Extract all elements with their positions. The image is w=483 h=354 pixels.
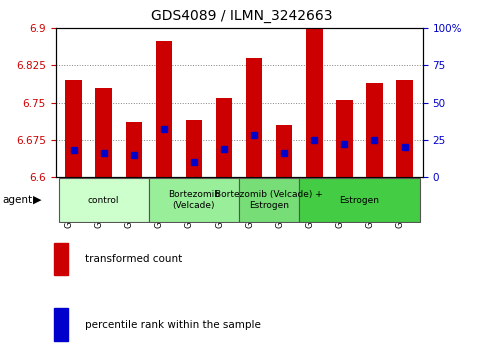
Bar [396, 80, 413, 177]
Bar [306, 28, 323, 177]
Text: GSM766681: GSM766681 [396, 177, 405, 228]
FancyBboxPatch shape [58, 178, 149, 222]
Text: GSM766685: GSM766685 [245, 177, 254, 228]
Text: GSM766683: GSM766683 [185, 177, 194, 228]
Bar [156, 41, 172, 177]
Text: Bortezomib
(Velcade): Bortezomib (Velcade) [168, 190, 220, 210]
Bar [65, 80, 82, 177]
Text: GDS4089 / ILMN_3242663: GDS4089 / ILMN_3242663 [151, 9, 332, 23]
Bar [246, 58, 262, 177]
Bar [336, 100, 353, 177]
Text: GSM766682: GSM766682 [155, 177, 164, 228]
Text: GSM766678: GSM766678 [125, 177, 134, 228]
Bar [366, 83, 383, 177]
Bar [185, 120, 202, 177]
Text: agent: agent [2, 195, 32, 205]
Text: Bortezomib (Velcade) +
Estrogen: Bortezomib (Velcade) + Estrogen [215, 190, 323, 210]
Bar [216, 98, 232, 177]
Text: GSM766680: GSM766680 [366, 177, 374, 228]
Bar [96, 88, 112, 177]
Text: GSM766679: GSM766679 [335, 177, 344, 228]
Text: GSM766684: GSM766684 [215, 177, 224, 228]
Text: GSM766687: GSM766687 [305, 177, 314, 228]
Bar [126, 122, 142, 177]
FancyBboxPatch shape [239, 178, 299, 222]
Text: GSM766676: GSM766676 [65, 177, 73, 228]
Text: Estrogen: Estrogen [340, 195, 380, 205]
FancyBboxPatch shape [149, 178, 239, 222]
Text: percentile rank within the sample: percentile rank within the sample [85, 320, 260, 330]
FancyBboxPatch shape [299, 178, 420, 222]
Text: ▶: ▶ [33, 195, 42, 205]
Text: control: control [88, 195, 119, 205]
Text: GSM766677: GSM766677 [95, 177, 104, 228]
Bar [54, 308, 68, 341]
Text: GSM766686: GSM766686 [275, 177, 284, 228]
Bar [54, 243, 68, 275]
Bar [276, 125, 293, 177]
Text: transformed count: transformed count [85, 254, 182, 264]
